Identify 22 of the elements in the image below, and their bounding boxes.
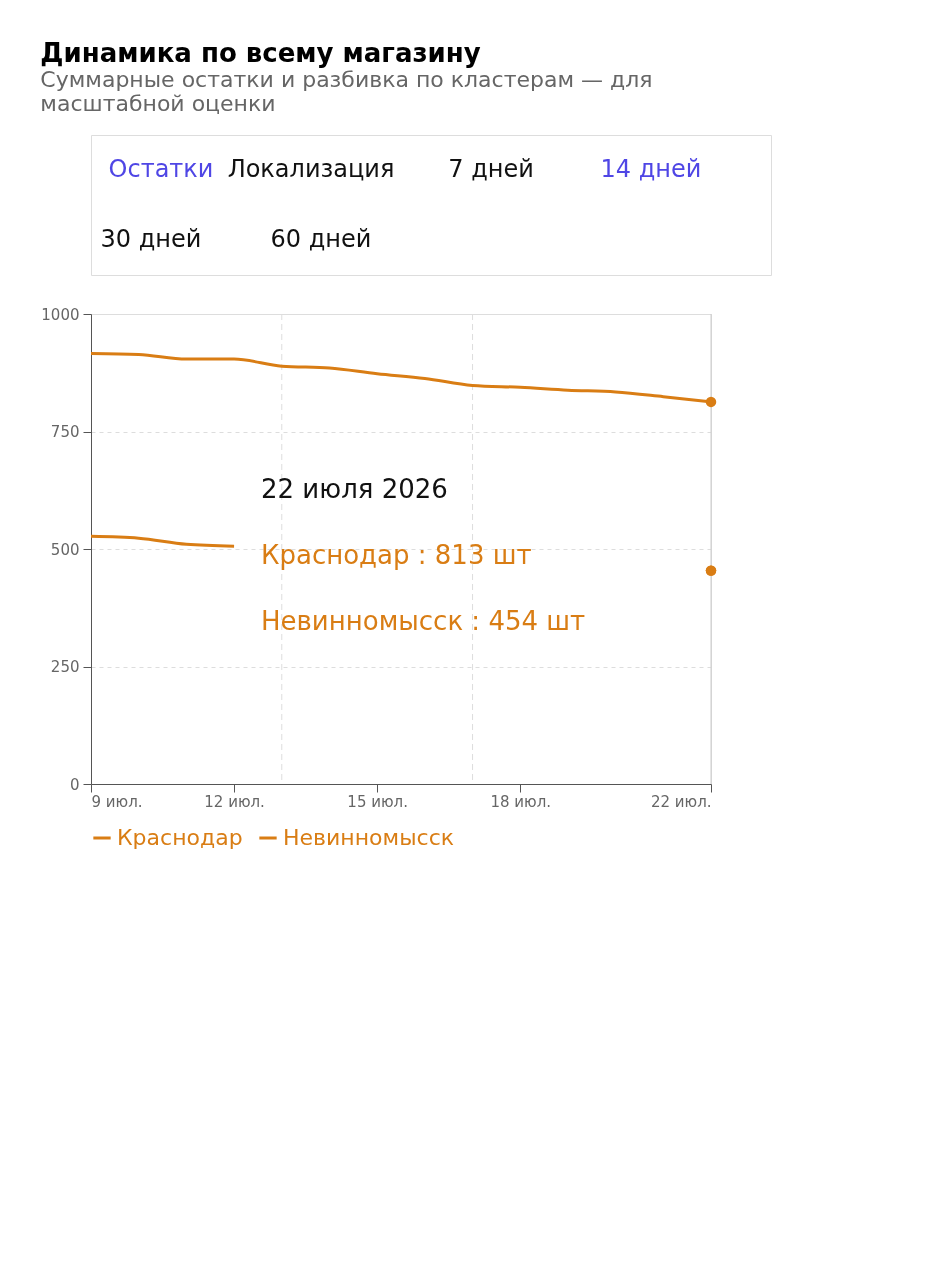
annotation: 22 июля 2026 (261, 474, 448, 504)
text: 30 дней (100, 225, 202, 253)
text: Остатки (108, 155, 214, 183)
y-tick-label: 250 (50, 658, 80, 676)
annotation: Невинномысск : 454 шт (261, 606, 586, 636)
x-tick-label: 22 июл. (650, 792, 712, 811)
legend-label: Невинномысск (283, 825, 455, 850)
text: 60 дней (270, 225, 372, 253)
x-tick-label: 15 июл. (347, 792, 408, 811)
y-tick-label: 750 (50, 423, 80, 441)
annotation: Краснодар : 813 шт (261, 540, 532, 570)
y-tick-label: 1000 (41, 305, 80, 324)
text: 7 дней (448, 155, 534, 183)
y-tick-label: 0 (69, 775, 80, 794)
legend-label: Краснодар (117, 825, 243, 850)
text: Локализация (227, 155, 395, 183)
y-tick-label: 500 (50, 540, 80, 559)
x-tick-label: 9 июл. (91, 792, 143, 811)
text: 14 дней (600, 155, 702, 183)
x-tick-label: 18 июл. (490, 792, 552, 811)
chart-title: Динамика по всему магазину (40, 37, 481, 68)
x-tick-label: 12 июл. (204, 792, 265, 811)
